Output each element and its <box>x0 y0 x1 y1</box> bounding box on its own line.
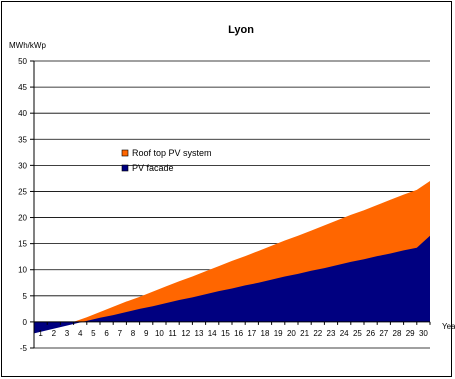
x-tick-label: 5 <box>91 329 96 338</box>
y-tick-label: 45 <box>18 83 27 92</box>
x-tick-label: 22 <box>313 329 322 338</box>
legend-label: Roof top PV system <box>132 148 212 158</box>
y-tick-label: 50 <box>18 57 27 66</box>
y-tick-label: -5 <box>20 344 28 353</box>
x-tick-label: 3 <box>65 329 70 338</box>
x-tick-label: 6 <box>104 329 109 338</box>
legend-label: PV facade <box>132 163 174 173</box>
area-series-2 <box>34 235 430 334</box>
legend-swatch <box>121 164 129 172</box>
y-tick-labels: -5 0 5 10 15 20 25 30 35 40 45 50 <box>18 57 34 353</box>
y-tick-label: 15 <box>18 240 27 249</box>
x-tick-label: 11 <box>168 329 177 338</box>
y-tick-label: 35 <box>18 135 27 144</box>
y-tick-label: 10 <box>18 266 27 275</box>
legend: Roof top PV system PV facade <box>121 148 212 173</box>
x-axis-label: Year <box>442 322 455 331</box>
x-tick-label: 24 <box>340 329 349 338</box>
x-tick-label: 4 <box>78 329 83 338</box>
x-tick-label: 28 <box>393 329 402 338</box>
x-tick-label: 25 <box>353 329 362 338</box>
x-tick-label: 8 <box>131 329 136 338</box>
gridlines <box>34 60 430 349</box>
y-tick-label: 5 <box>23 292 28 301</box>
x-tick-label: 14 <box>208 329 217 338</box>
x-tick-label: 2 <box>52 329 57 338</box>
x-tick-label: 9 <box>144 329 149 338</box>
x-tick-label: 30 <box>419 329 428 338</box>
y-tick-label: 0 <box>23 318 28 327</box>
chart-title: Lyon <box>228 24 254 36</box>
x-tick-label: 21 <box>300 329 309 338</box>
x-tick-label: 18 <box>261 329 270 338</box>
y-axis-label: MWh/kWp <box>9 41 46 50</box>
x-tick-label: 16 <box>234 329 243 338</box>
x-tick-label: 17 <box>247 329 256 338</box>
y-tick-label: 30 <box>18 161 27 170</box>
x-tick-label: 27 <box>379 329 388 338</box>
y-tick-label: 20 <box>18 214 27 223</box>
x-tick-label: 23 <box>327 329 336 338</box>
x-tick-labels: 1 2 3 4 5 6 7 8 9 10 11 12 13 14 15 16 17 18 19 20 21 22 23 24 2… <box>38 321 431 338</box>
legend-swatch <box>121 149 129 157</box>
x-tick-label: 13 <box>195 329 204 338</box>
x-tick-label: 15 <box>221 329 230 338</box>
y-tick-label: 40 <box>18 109 27 118</box>
x-tick-label: 10 <box>155 329 164 338</box>
x-tick-label: 20 <box>287 329 296 338</box>
x-tick-label: 12 <box>181 329 190 338</box>
area-series <box>34 181 430 334</box>
y-tick-label: 25 <box>18 187 27 196</box>
x-tick-label: 19 <box>274 329 283 338</box>
x-tick-label: 7 <box>118 329 123 338</box>
x-tick-label: 29 <box>406 329 415 338</box>
x-tick-label: 26 <box>366 329 375 338</box>
x-tick-label: 1 <box>38 329 43 338</box>
